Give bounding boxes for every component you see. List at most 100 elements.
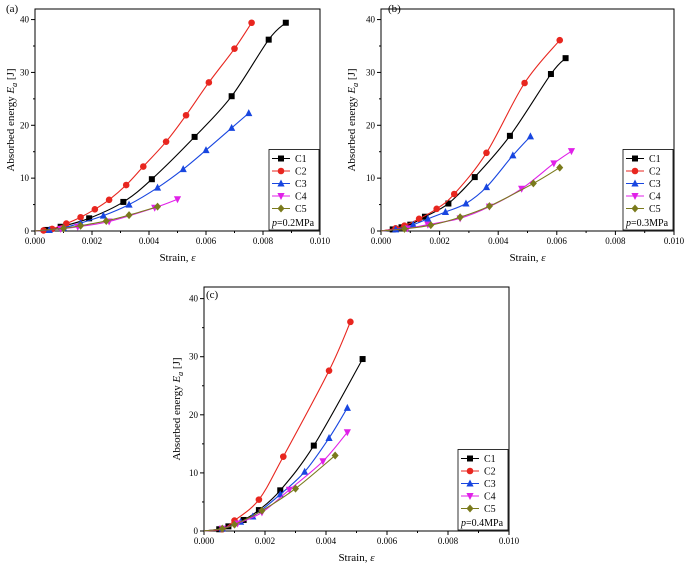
series-c4	[203, 429, 351, 533]
y-axis-label-unit: [J]	[171, 357, 183, 371]
legend-label: C1	[484, 454, 496, 465]
data-point	[521, 79, 528, 87]
legend-label: C5	[649, 204, 661, 215]
legend-label: C4	[649, 192, 661, 203]
legend-label: C4	[484, 492, 496, 503]
data-point	[331, 451, 339, 460]
data-point	[102, 216, 110, 225]
data-point	[506, 132, 513, 139]
legend-label: C3	[484, 479, 496, 490]
y-tick-label: 10	[366, 173, 376, 183]
data-point	[282, 19, 289, 26]
line-c1	[203, 358, 364, 532]
legend-note-symbol: p	[625, 218, 631, 229]
legend-marker	[631, 167, 639, 175]
y-tick-label: 10	[20, 173, 30, 183]
x-axis-label: Strain, ε	[338, 552, 375, 564]
y-tick-label: 0	[25, 226, 30, 236]
y-tick-label: 30	[189, 352, 199, 362]
data-point	[550, 160, 558, 168]
y-tick-label: 40	[366, 15, 376, 25]
series-c3	[34, 109, 253, 233]
legend-note-value: =0.4MPa	[466, 518, 504, 529]
legend-marker	[466, 493, 474, 500]
series-c4	[380, 148, 576, 233]
data-point	[120, 198, 127, 205]
y-ticks: 0 10 20 30 40	[366, 15, 381, 236]
legend-label: C2	[295, 167, 307, 178]
legend-marker	[278, 155, 284, 162]
legend-marker	[631, 193, 639, 200]
data-point	[567, 148, 576, 156]
series-c2	[34, 19, 255, 234]
data-point	[325, 367, 333, 374]
data-point	[482, 183, 491, 191]
x-tick-label: 0.004	[316, 536, 337, 546]
data-point	[292, 484, 299, 493]
data-point	[529, 179, 537, 188]
data-point	[427, 221, 435, 230]
line-c4	[203, 431, 348, 532]
data-point	[441, 207, 450, 215]
data-point	[125, 211, 133, 220]
data-point	[343, 403, 351, 411]
data-point	[509, 151, 517, 159]
data-point	[77, 221, 85, 230]
legend-label: C4	[295, 192, 307, 203]
data-point	[265, 36, 272, 43]
data-point	[205, 79, 213, 86]
y-ticks: 0 10 20 30 40	[189, 294, 204, 536]
data-point	[63, 220, 70, 227]
data-point	[556, 163, 564, 172]
x-ticks: 0.000 0.002 0.004 0.006 0.008 0.010	[25, 231, 331, 246]
x-axis-label-text: Strain,	[338, 552, 370, 564]
legend-note-value: =0.3MPa	[631, 218, 669, 229]
panel-label: (a)	[6, 3, 19, 15]
y-tick-label: 10	[189, 468, 199, 478]
x-tick-label: 0.000	[371, 236, 392, 246]
y-axis-label-text: Absorbed energy	[171, 383, 183, 461]
legend-marker	[277, 179, 285, 187]
data-point	[202, 146, 210, 154]
data-point	[310, 442, 317, 449]
y-tick-label: 20	[189, 410, 199, 420]
legend-note: p=0.2MPa	[271, 218, 315, 229]
data-point	[301, 467, 309, 475]
y-tick-label: 30	[366, 67, 376, 77]
data-point	[248, 19, 255, 27]
line-c3	[34, 112, 250, 232]
data-point	[319, 458, 327, 466]
y-axis-label-unit: [J]	[5, 68, 17, 82]
panel-2: 0.000 0.002 0.004 0.006 0.008 0.010 0 10 20 30 40 (…	[346, 3, 685, 264]
data-point	[173, 196, 182, 204]
line-c1	[380, 57, 566, 232]
data-point	[77, 213, 84, 221]
y-tick-label: 20	[20, 120, 30, 130]
series-c5	[34, 202, 162, 233]
data-point	[547, 71, 554, 78]
legend-box	[457, 449, 509, 531]
y-tick-label: 0	[194, 526, 199, 536]
series-c5	[380, 163, 564, 233]
legend-label: C3	[295, 179, 307, 190]
x-tick-label: 0.006	[547, 236, 568, 246]
data-point	[415, 215, 423, 223]
x-axis-label-text: Strain,	[509, 252, 541, 264]
y-axis-label-symbol: E	[171, 376, 183, 384]
y-axis-label-subscript: a	[10, 83, 19, 87]
line-c2	[380, 39, 561, 232]
legend-marker	[632, 155, 638, 162]
data-point	[125, 200, 133, 208]
x-axis-label-symbol: ε	[370, 552, 375, 564]
legend-marker	[631, 204, 639, 213]
data-point	[245, 109, 253, 117]
data-point	[450, 190, 458, 198]
x-tick-label: 0.008	[605, 236, 626, 246]
x-tick-label: 0.010	[310, 236, 331, 246]
data-point	[409, 220, 417, 228]
data-point	[421, 213, 428, 220]
legend-label: C2	[484, 467, 496, 478]
